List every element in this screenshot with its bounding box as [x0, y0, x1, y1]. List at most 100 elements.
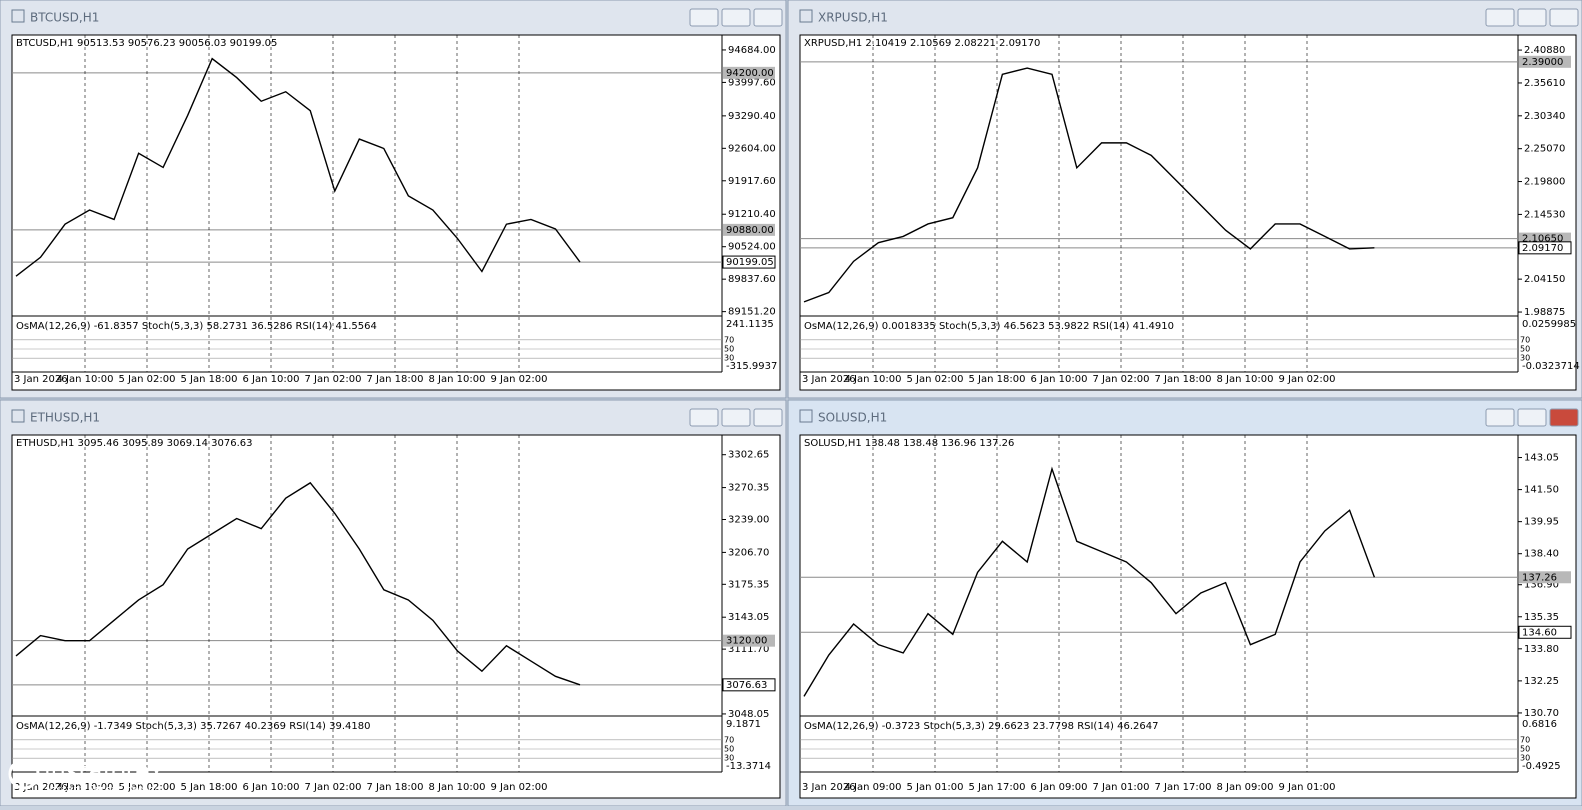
time-label: 5 Jan 01:00 — [907, 782, 964, 793]
time-label: 4 Jan 09:00 — [845, 782, 902, 793]
price-tick-label: 1.98875 — [1524, 307, 1565, 318]
symbol-header: XRPUSD,H1 2.10419 2.10569 2.08221 2.0917… — [804, 38, 1040, 49]
time-label: 8 Jan 09:00 — [1217, 782, 1274, 793]
minimize-button[interactable] — [1485, 8, 1515, 27]
indicator-tick-label: -0.4925 — [1522, 761, 1561, 772]
time-label: 5 Jan 17:00 — [969, 782, 1026, 793]
chart-window[interactable]: SOLUSD,H1 SOLUSD,H1 138.48 138.48 136.96 … — [787, 399, 1582, 807]
price-label-box — [1519, 571, 1571, 584]
minimize-button[interactable] — [689, 408, 719, 427]
price-label: 94200.00 — [726, 68, 774, 79]
time-label: 7 Jan 02:00 — [305, 374, 362, 385]
time-label: 6 Jan 10:00 — [243, 782, 300, 793]
price-tick-label: 3175.35 — [728, 579, 769, 590]
price-tick-label: 92604.00 — [728, 143, 776, 154]
level-label: 50 — [724, 345, 734, 354]
price-label: 2.10650 — [1522, 234, 1563, 245]
indicator-header: OsMA(12,26,9) -61.8357 Stoch(5,3,3) 58.2… — [16, 321, 377, 332]
price-label-box — [723, 66, 775, 79]
time-label: 5 Jan 18:00 — [969, 374, 1026, 385]
price-tick-label: 91210.40 — [728, 209, 776, 220]
price-label-box — [722, 255, 776, 269]
price-tick-label: 2.04150 — [1524, 274, 1565, 285]
maximize-button[interactable] — [721, 408, 751, 427]
time-label: 5 Jan 02:00 — [907, 374, 964, 385]
price-tick-label: 93290.40 — [728, 111, 776, 122]
time-label: 5 Jan 02:00 — [119, 782, 176, 793]
price-tick-label: 93997.60 — [728, 77, 776, 88]
symbol-header: SOLUSD,H1 138.48 138.48 136.96 137.26 — [804, 438, 1014, 449]
time-label: 5 Jan 18:00 — [181, 782, 238, 793]
time-label: 9 Jan 02:00 — [491, 374, 548, 385]
window-title: BTCUSD,H1 — [30, 11, 99, 25]
maximize-button[interactable] — [721, 8, 751, 27]
minimize-button[interactable] — [1485, 408, 1515, 427]
minimize-button[interactable] — [689, 8, 719, 27]
maximize-button[interactable] — [1517, 8, 1547, 27]
indicator-header: OsMA(12,26,9) -1.7349 Stoch(5,3,3) 35.72… — [16, 721, 371, 732]
time-label: 6 Jan 10:00 — [243, 374, 300, 385]
price-tick-label: 3048.05 — [728, 709, 769, 720]
level-label: 30 — [724, 754, 734, 763]
level-label: 70 — [724, 335, 734, 344]
price-tick-label: 2.30340 — [1524, 111, 1565, 122]
chart-window[interactable]: BTCUSD,H1 BTCUSD,H1 90513.53 90576.23 900… — [0, 0, 787, 399]
price-tick-label: 130.70 — [1524, 708, 1559, 719]
time-label: 7 Jan 17:00 — [1155, 782, 1212, 793]
time-label: 9 Jan 01:00 — [1279, 782, 1336, 793]
price-tick-label: 3143.05 — [728, 612, 769, 623]
time-label: 7 Jan 18:00 — [367, 374, 424, 385]
close-button[interactable] — [753, 8, 783, 27]
level-label: 50 — [1520, 345, 1530, 354]
level-label: 30 — [1520, 354, 1530, 363]
time-label: 3 Jan 2026 — [14, 374, 68, 385]
price-tick-label: 91917.60 — [728, 176, 776, 187]
maximize-button[interactable] — [1517, 408, 1547, 427]
time-label: 9 Jan 02:00 — [491, 782, 548, 793]
icon — [11, 9, 25, 23]
chart-window[interactable]: ETHUSD,H1 ETHUSD,H1 3095.46 3095.89 3069.… — [0, 399, 787, 807]
time-label: 8 Jan 10:00 — [1217, 374, 1274, 385]
price-line — [15, 481, 581, 686]
time-label: 8 Jan 10:00 — [429, 782, 486, 793]
indicator-header: OsMA(12,26,9) 0.0018335 Stoch(5,3,3) 46.… — [804, 321, 1174, 332]
time-label: 6 Jan 09:00 — [1031, 782, 1088, 793]
slogan: Instant Forex Trading — [46, 783, 162, 796]
symbol-header: ETHUSD,H1 3095.46 3095.89 3069.14 3076.6… — [16, 438, 253, 449]
price-tick-label: 3302.65 — [728, 450, 769, 461]
indicator-header: OsMA(12,26,9) -0.3723 Stoch(5,3,3) 29.66… — [804, 721, 1159, 732]
icon — [799, 409, 813, 423]
chart-area — [799, 34, 1577, 391]
price-tick-label: 139.95 — [1524, 517, 1559, 528]
close-button[interactable] — [753, 408, 783, 427]
symbol-header: BTCUSD,H1 90513.53 90576.23 90056.03 901… — [16, 38, 277, 49]
time-label: 3 Jan 2026 — [802, 374, 856, 385]
close-button[interactable] — [1549, 8, 1579, 27]
time-label: 7 Jan 01:00 — [1093, 782, 1150, 793]
price-label-box — [1518, 241, 1572, 255]
close-button[interactable] — [1549, 408, 1579, 427]
watermark: instaforex Instant Forex Trading — [8, 757, 164, 796]
time-label: 4 Jan 10:00 — [57, 782, 114, 793]
price-label-box — [1518, 625, 1572, 639]
level-label: 70 — [1520, 735, 1530, 744]
window-title: SOLUSD,H1 — [818, 411, 887, 425]
indicator-tick-label: -315.9937 — [726, 361, 777, 372]
price-tick-label: 3206.70 — [728, 547, 769, 558]
time-label: 4 Jan 10:00 — [57, 374, 114, 385]
time-label: 5 Jan 02:00 — [119, 374, 176, 385]
price-tick-label: 133.80 — [1524, 644, 1559, 655]
logo — [8, 758, 40, 790]
indicator-tick-label: 9.1871 — [726, 719, 761, 730]
icon — [799, 9, 813, 23]
time-label: 7 Jan 02:00 — [1093, 374, 1150, 385]
brand: instaforex — [44, 757, 164, 785]
price-tick-label: 3270.35 — [728, 483, 769, 494]
chart-window[interactable]: XRPUSD,H1 XRPUSD,H1 2.10419 2.10569 2.082… — [787, 0, 1582, 399]
price-tick-label: 2.14530 — [1524, 209, 1565, 220]
time-label: 4 Jan 10:00 — [845, 374, 902, 385]
time-label: 8 Jan 10:00 — [429, 374, 486, 385]
price-label: 3076.63 — [726, 680, 767, 691]
price-label: 2.39000 — [1522, 57, 1563, 68]
time-label: 3 Jan 2026 — [802, 782, 856, 793]
